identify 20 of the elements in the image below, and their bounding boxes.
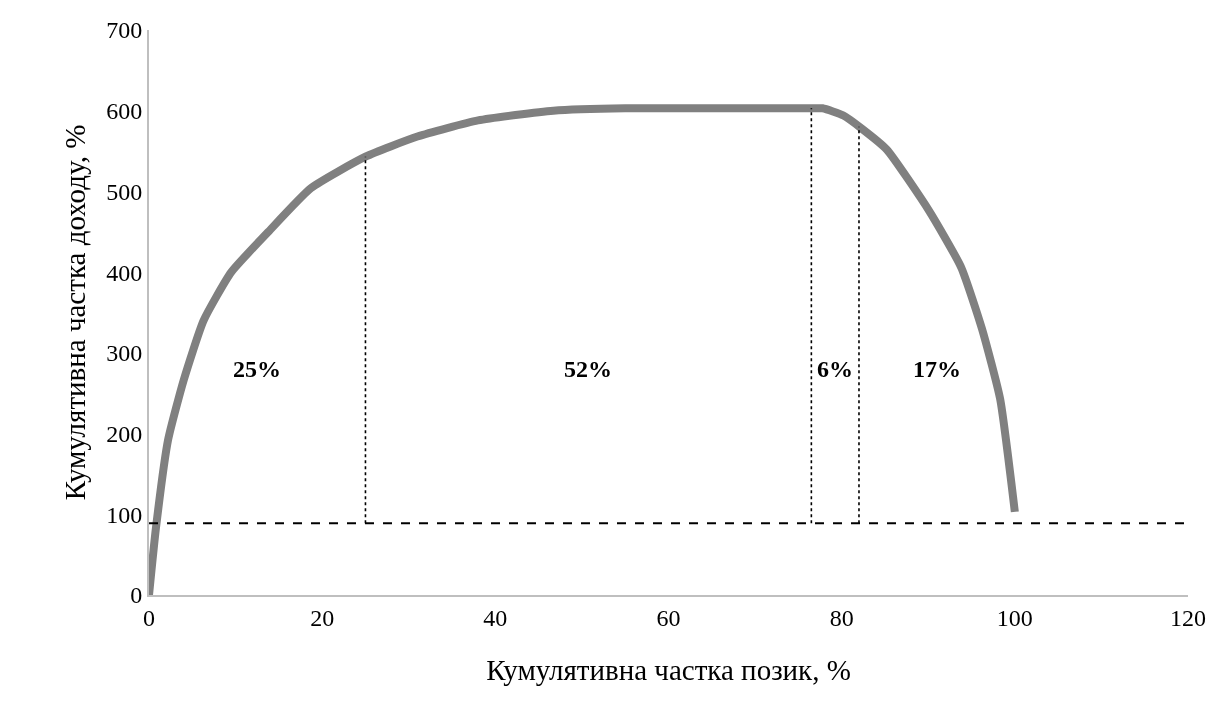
x-tick-label: 120 <box>1170 604 1206 631</box>
annotation: 17% <box>913 356 961 382</box>
annotation: 25% <box>233 356 281 382</box>
annotation: 6% <box>817 356 853 382</box>
x-tick-label: 100 <box>996 604 1033 631</box>
y-tick-label: 600 <box>106 98 143 125</box>
y-tick-label: 0 <box>130 582 143 609</box>
y-tick-label: 700 <box>106 17 143 44</box>
y-tick-label: 500 <box>106 178 143 205</box>
y-tick-label: 100 <box>106 501 143 528</box>
x-tick-label: 80 <box>829 604 854 631</box>
x-axis-title: Кумулятивна частка позик, % <box>486 654 851 687</box>
y-tick-label: 200 <box>106 420 143 447</box>
x-tick-label: 20 <box>310 604 335 631</box>
x-tick-label: 60 <box>656 604 681 631</box>
annotation: 52% <box>564 356 612 382</box>
y-tick-label: 400 <box>106 259 143 286</box>
x-tick-label: 40 <box>483 604 508 631</box>
y-axis-title: Кумулятивна частка доходу, % <box>59 124 92 501</box>
y-tick-label: 300 <box>106 340 143 367</box>
